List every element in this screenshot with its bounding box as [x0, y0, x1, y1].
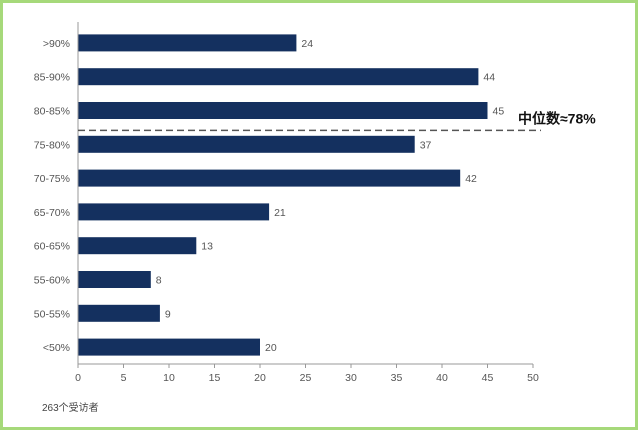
value-label: 37	[420, 139, 432, 151]
bar	[78, 237, 197, 255]
bar	[78, 169, 461, 187]
bars	[78, 34, 488, 356]
axes	[77, 22, 534, 368]
x-tick-label: 10	[163, 372, 175, 384]
x-tick-label: 0	[75, 372, 81, 384]
x-tick-label: 15	[209, 372, 221, 384]
value-label: 13	[201, 241, 213, 253]
x-tick-label: 30	[345, 372, 357, 384]
y-tick-label: >90%	[43, 38, 70, 50]
bar	[78, 203, 270, 221]
value-label: 44	[483, 72, 495, 84]
bar	[78, 304, 160, 322]
y-tick-label: 70-75%	[34, 173, 70, 185]
value-label: 45	[493, 106, 505, 118]
bar	[78, 338, 260, 356]
x-axis-labels: 0 5 10 15 20 25 30 35 40 45 50	[75, 372, 539, 384]
value-labels: 24 44 45 37 42 21 13 8 9 20	[156, 38, 505, 354]
bar	[78, 271, 151, 288]
y-tick-label: 75-80%	[34, 139, 70, 151]
x-tick-label: 25	[300, 372, 312, 384]
x-tick-label: 35	[391, 372, 403, 384]
value-label: 8	[156, 275, 162, 287]
x-tick-label: 45	[482, 372, 494, 384]
x-tick-label: 5	[121, 372, 127, 384]
y-tick-label: 80-85%	[34, 106, 70, 118]
y-tick-label: 50-55%	[34, 308, 70, 320]
y-tick-label: 60-65%	[34, 241, 70, 253]
median-label: 中位数≈78%	[518, 110, 596, 126]
x-tick-label: 40	[436, 372, 448, 384]
y-tick-label: 85-90%	[34, 72, 70, 84]
y-axis-labels: >90% 85-90% 80-85% 75-80% 70-75% 65-70% 60-65%…	[34, 38, 70, 354]
value-label: 21	[274, 207, 286, 219]
y-tick-label: <50%	[43, 342, 70, 354]
value-label: 9	[165, 308, 171, 320]
value-label: 24	[301, 38, 313, 50]
median-annotation: 中位数≈78%	[78, 110, 596, 132]
x-tick-label: 20	[254, 372, 266, 384]
bar	[78, 102, 488, 119]
x-tick-label: 50	[527, 372, 539, 384]
value-label: 20	[265, 342, 277, 354]
respondent-count-note: 263个受访者	[42, 402, 99, 414]
value-label: 42	[465, 173, 477, 185]
y-tick-label: 55-60%	[34, 275, 70, 287]
bar	[78, 135, 415, 153]
bar	[78, 34, 297, 52]
y-tick-label: 65-70%	[34, 207, 70, 219]
bar	[78, 68, 479, 86]
